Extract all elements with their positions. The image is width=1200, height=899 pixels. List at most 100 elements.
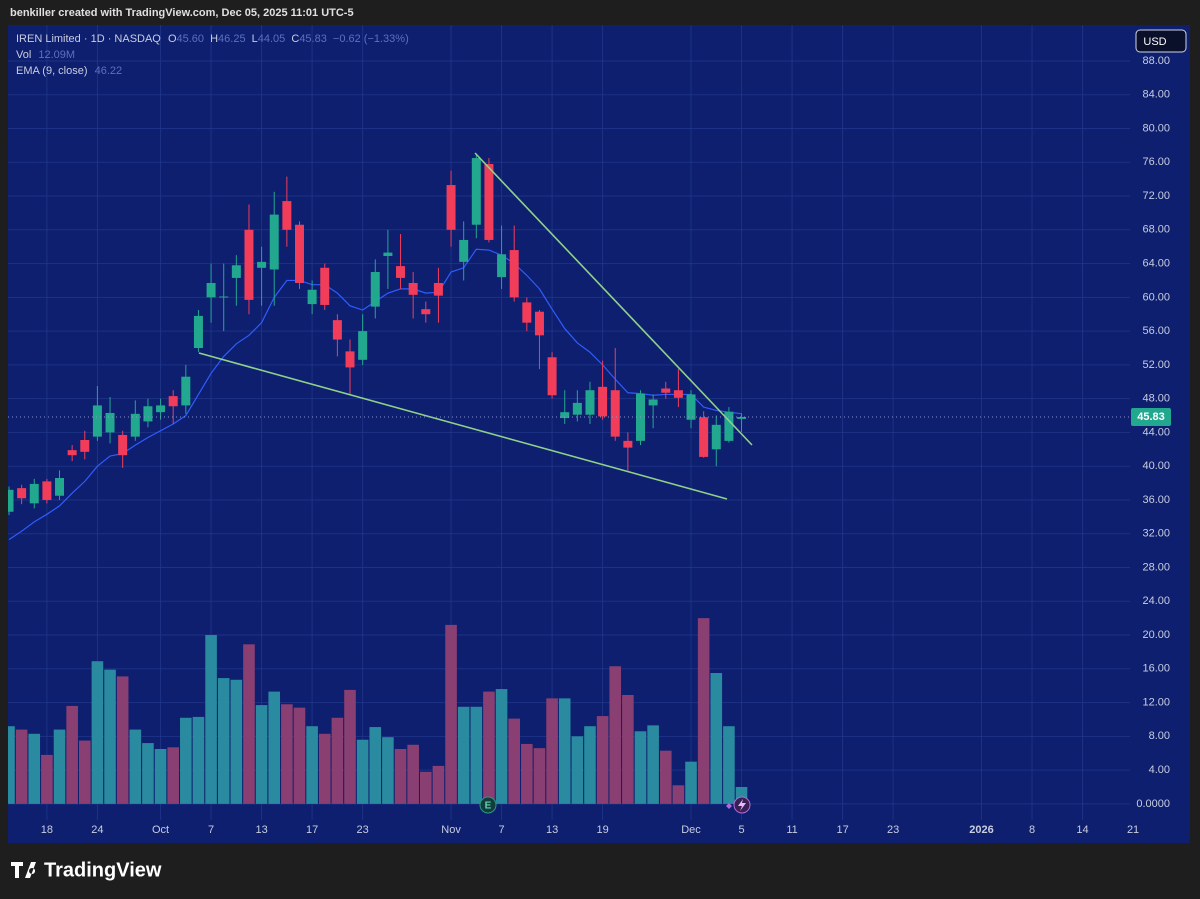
candle-body: [257, 261, 267, 268]
x-tick-label: Oct: [152, 824, 169, 836]
candle-body: [130, 413, 140, 437]
candle-body: [648, 399, 658, 406]
legend-value: 44.05: [258, 33, 286, 45]
chart-panel: [8, 25, 1190, 843]
y-tick-label: 16.00: [1142, 663, 1170, 675]
volume-bar: [318, 733, 331, 804]
legend-change: −0.62 (−1.33%): [333, 33, 409, 45]
x-tick-label: 17: [306, 824, 318, 836]
currency-label[interactable]: USD: [1143, 36, 1166, 48]
header-text: benkiller created with TradingView.com, …: [10, 7, 354, 19]
candle-body: [231, 265, 241, 278]
volume-bar: [281, 704, 293, 804]
volume-bar: [546, 698, 558, 804]
volume-bar: [495, 689, 508, 804]
volume-bar: [331, 717, 344, 804]
volume-bar: [41, 754, 53, 804]
volume-bar: [344, 689, 356, 804]
candle-body: [320, 267, 330, 305]
volume-bar: [685, 761, 697, 804]
y-tick-label: 64.00: [1142, 257, 1170, 269]
legend-value: 46.22: [95, 65, 123, 77]
candle-body: [370, 272, 380, 307]
y-tick-label: 0.0000: [1136, 798, 1170, 810]
y-tick-label: 44.00: [1142, 426, 1170, 438]
volume-bar: [571, 736, 584, 804]
brand-name: TradingView: [44, 859, 162, 881]
candle-body: [332, 320, 342, 340]
candle-body: [724, 411, 734, 441]
trendline: [474, 152, 753, 446]
volume-bar: [243, 644, 255, 804]
y-tick-label: 60.00: [1142, 291, 1170, 303]
x-tick-label: 7: [499, 824, 505, 836]
lightning-shape: [738, 799, 746, 811]
volume-bar: [445, 624, 457, 804]
x-tick-label: 5: [738, 824, 744, 836]
x-tick-label: 19: [596, 824, 608, 836]
volume-bar: [180, 717, 192, 804]
volume-bar: [609, 666, 622, 804]
legend-line: Vol 12.09M: [16, 49, 75, 61]
volume-bars: [8, 618, 748, 804]
candle-body: [156, 405, 166, 413]
volume-bar: [710, 673, 723, 804]
volume-bar: [533, 748, 546, 804]
x-tick-label: 21: [1127, 824, 1139, 836]
legend-value: 46.25: [218, 33, 246, 45]
candle-body: [307, 289, 317, 305]
x-tick-label: 2026: [969, 824, 993, 836]
candle-body: [219, 296, 229, 298]
volume-bar: [104, 669, 116, 804]
earnings-icon[interactable]: [479, 796, 497, 814]
y-tick-label: 52.00: [1142, 359, 1170, 371]
x-tick-label: 18: [41, 824, 53, 836]
volume-bar: [735, 786, 748, 804]
volume-bar: [129, 729, 142, 804]
candle-body: [92, 405, 102, 437]
candle-body: [118, 434, 128, 456]
volume-bar: [382, 737, 394, 804]
legend-value: 45.83: [299, 33, 327, 45]
candle-body: [105, 413, 115, 433]
x-tick-label: 23: [357, 824, 369, 836]
candle-body: [534, 311, 544, 336]
currency-button[interactable]: [1135, 29, 1187, 53]
candle-body: [522, 302, 532, 323]
volume-bar: [167, 747, 179, 804]
legend-label: O: [168, 33, 177, 45]
volume-bar: [419, 771, 432, 804]
x-tick-label: 13: [255, 824, 267, 836]
x-tick-label: 8: [1029, 824, 1035, 836]
candle-body: [345, 351, 355, 368]
candle-body: [408, 282, 418, 295]
volume-bar: [293, 707, 306, 804]
volume-bar: [28, 733, 41, 804]
volume-bar: [521, 743, 533, 804]
volume-bar: [508, 718, 520, 804]
volume-bar: [217, 678, 230, 804]
candle-body: [484, 163, 494, 240]
candle-body: [396, 266, 406, 278]
volume-bar: [723, 726, 735, 804]
volume-bar: [596, 716, 609, 804]
y-tick-label: 56.00: [1142, 325, 1170, 337]
earnings-label[interactable]: E: [485, 801, 492, 812]
y-tick-label: 8.00: [1149, 730, 1170, 742]
y-tick-label: 20.00: [1142, 629, 1170, 641]
candle-body: [547, 357, 557, 396]
volume-bar: [584, 726, 596, 804]
volume-bar: [192, 716, 205, 804]
candle-body: [421, 309, 431, 315]
volume-bar: [407, 744, 419, 804]
candle-body: [686, 394, 696, 420]
volume-bar: [558, 698, 571, 804]
candle-body: [80, 440, 90, 452]
candle-body: [598, 386, 608, 417]
legend-label: EMA (9, close): [16, 65, 88, 77]
x-tick-label: 13: [546, 824, 558, 836]
x-tick-label: 23: [887, 824, 899, 836]
last-price-label: 45.83: [1137, 411, 1165, 423]
x-tick-label: Dec: [681, 824, 701, 836]
volume-bar: [483, 691, 495, 804]
